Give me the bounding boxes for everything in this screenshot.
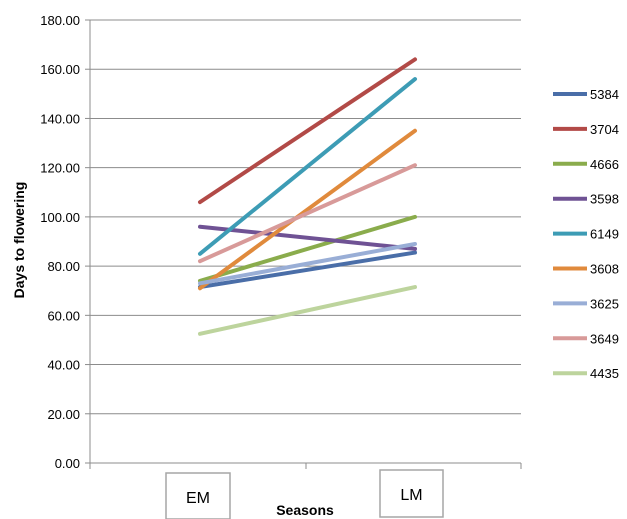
- category-label: LM: [400, 487, 422, 504]
- y-tick-label: 60.00: [47, 308, 80, 323]
- series-line-5384: [198, 250, 417, 290]
- series-line-3608: [198, 128, 417, 291]
- series-line-4435: [198, 285, 417, 336]
- legend-label: 3625: [590, 296, 619, 311]
- legend-label: 3608: [590, 262, 619, 277]
- legend-label: 4666: [590, 157, 619, 172]
- legend-label: 6149: [590, 227, 619, 242]
- legend-label: 4435: [590, 366, 619, 381]
- y-axis-title: Days to flowering: [11, 182, 27, 299]
- legend-label: 3649: [590, 331, 619, 346]
- legend-label: 5384: [590, 87, 619, 102]
- category-labels: EM LM: [165, 469, 444, 519]
- category-label: EM: [186, 490, 210, 507]
- series-line-3625: [198, 241, 417, 286]
- y-tick-label: 20.00: [47, 407, 80, 422]
- y-tick-label: 180.00: [40, 13, 80, 28]
- series-line-3649: [198, 163, 417, 264]
- x-axis-title: Seasons: [276, 502, 334, 518]
- category-label-box: [165, 472, 231, 519]
- legend: 5384 3704 4666 3598 6149 3608 3625 3649 4435: [553, 87, 619, 381]
- legend-label: 3598: [590, 192, 619, 207]
- y-tick-label: 120.00: [40, 161, 80, 176]
- series-line-3598: [198, 224, 417, 251]
- series-line-3704: [198, 57, 417, 205]
- series-line-4666: [198, 214, 417, 283]
- y-tick-label: 80.00: [47, 259, 80, 274]
- gridlines: [90, 19, 521, 415]
- y-tick-label: 140.00: [40, 111, 80, 126]
- legend-label: 3704: [590, 122, 619, 137]
- y-tick-label: 0.00: [55, 456, 80, 471]
- series-lines: [198, 57, 417, 336]
- y-tick-label: 160.00: [40, 62, 80, 77]
- y-tick-label: 40.00: [47, 358, 80, 373]
- y-tick-labels: 0.00 20.00 40.00 60.00 80.00 100.00 120.00 140.…: [40, 13, 80, 471]
- series-line-6149: [198, 77, 417, 256]
- axes: [85, 19, 522, 469]
- category-label-box: [379, 469, 444, 518]
- y-tick-label: 100.00: [40, 210, 80, 225]
